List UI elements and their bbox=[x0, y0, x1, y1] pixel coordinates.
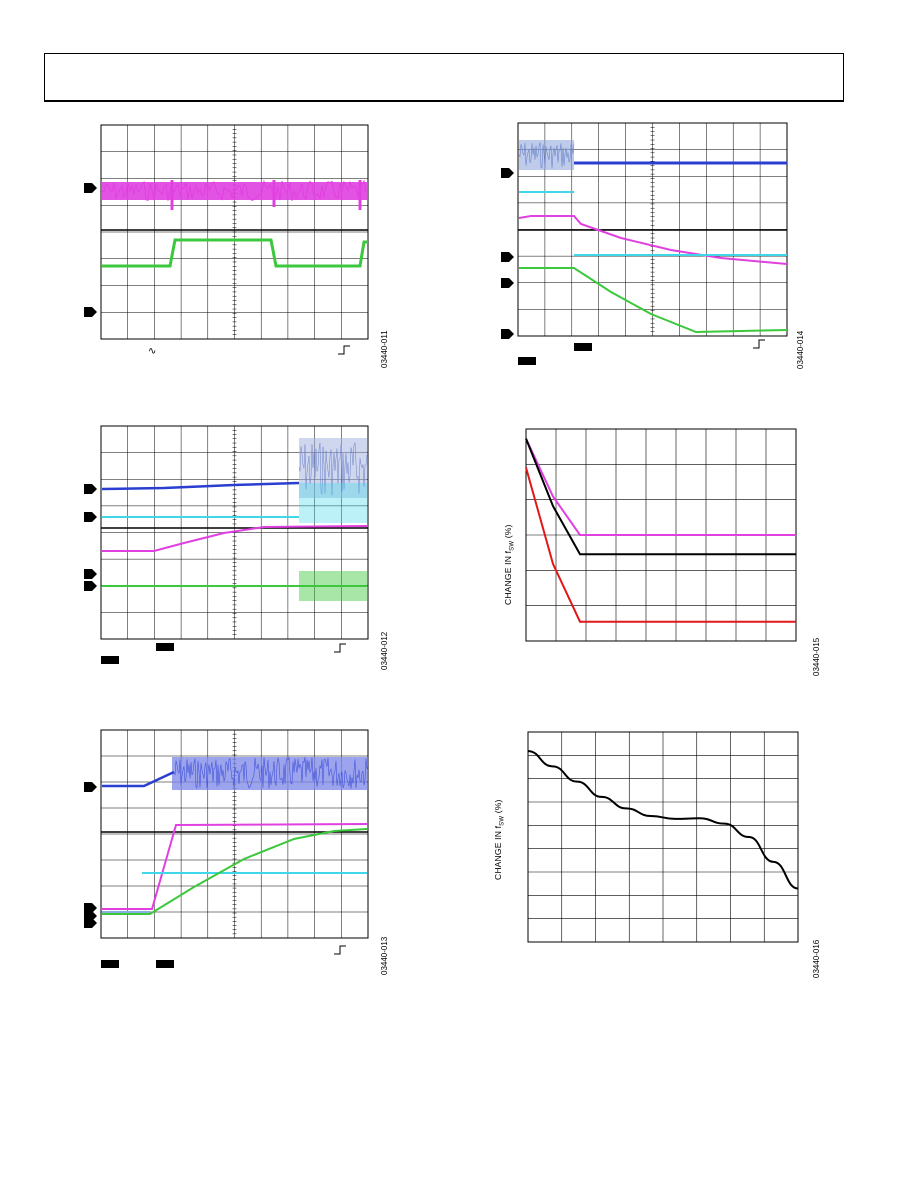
scope-4-svg bbox=[84, 729, 369, 968]
graph-2-svg bbox=[527, 731, 799, 943]
scope-1-svg: ∿ bbox=[84, 124, 369, 357]
graph-2-ylabel-unit: (%) bbox=[493, 799, 503, 816]
graph-2-ylabel-main: CHANGE IN f bbox=[493, 825, 503, 880]
scope-2-blue-noise bbox=[518, 142, 575, 169]
scope-3-label-box-2 bbox=[101, 656, 119, 664]
scope-3-svg bbox=[84, 425, 369, 664]
scope-1-magenta-noise bbox=[101, 179, 367, 202]
scope-4-label-box-2 bbox=[156, 960, 174, 968]
scope-3-trigger-icon bbox=[334, 643, 346, 653]
scope-3-label-box-1 bbox=[156, 643, 174, 651]
figure-id-scope-3: 03440-012 bbox=[380, 631, 389, 670]
scope-3-magenta-trace bbox=[102, 525, 368, 552]
scope-2-trigger-icon bbox=[753, 339, 765, 349]
scope-2-svg bbox=[501, 122, 788, 365]
graph-1-svg bbox=[525, 428, 797, 642]
scope-1-ch-marker bbox=[84, 183, 97, 193]
scope-2-label-box-2 bbox=[518, 357, 536, 365]
freq-change-graph-2 bbox=[527, 731, 802, 946]
scope-1-ac-symbol: ∿ bbox=[148, 346, 156, 357]
graph-1-ylabel-unit: (%) bbox=[503, 524, 513, 541]
freq-change-graph-1 bbox=[525, 428, 800, 643]
scope-3-cyan-noise-region bbox=[299, 483, 367, 523]
scope-3-ch2-marker bbox=[84, 512, 97, 522]
scope-2-magenta-trace bbox=[518, 215, 788, 265]
graph-1-y-axis-label: CHANGE IN fSW (%) bbox=[503, 524, 516, 605]
scope-3-ch4-marker bbox=[84, 581, 97, 591]
scope-2-ch3-marker bbox=[501, 278, 514, 288]
graph-1-series-1-line bbox=[525, 438, 796, 536]
scope-3-ch1-marker bbox=[84, 484, 97, 494]
scope-3-blue-noise bbox=[298, 442, 368, 496]
scope-1-ref-marker bbox=[84, 307, 97, 317]
graph-1-series-2-line bbox=[525, 438, 796, 556]
scope-2-ch4-marker bbox=[501, 329, 514, 339]
scope-4-ch4-marker bbox=[84, 918, 97, 928]
scope-4-blue-trace bbox=[102, 770, 175, 788]
graph-2-y-axis-label: CHANGE IN fSW (%) bbox=[493, 799, 506, 880]
figure-id-graph-2: 03440-016 bbox=[812, 939, 821, 978]
figure-id-scope-2: 03440-014 bbox=[796, 330, 805, 369]
graph-1-ylabel-sub: SW bbox=[509, 540, 516, 551]
graph-1-ylabel-main: CHANGE IN f bbox=[503, 550, 513, 605]
scope-4-ch1-marker bbox=[84, 782, 97, 792]
scope-4-green-trace bbox=[102, 828, 368, 915]
page-header-box bbox=[44, 53, 844, 102]
scope-2-ch1-marker bbox=[501, 168, 514, 178]
graph-2-ylabel-sub: SW bbox=[499, 815, 506, 826]
scope-2-ch2-marker bbox=[501, 252, 514, 262]
graph-1-series-3-line bbox=[525, 467, 796, 623]
scope-4-trigger-icon bbox=[334, 945, 346, 955]
scope-4-blue-noise bbox=[173, 756, 368, 789]
figure-id-scope-1: 03440-011 bbox=[380, 330, 389, 368]
scope-1-green-trace bbox=[102, 238, 368, 268]
scope-4-magenta-trace bbox=[102, 823, 368, 910]
scope-1-trigger-icon bbox=[338, 345, 350, 355]
scope-4-ch2-marker bbox=[84, 903, 97, 913]
scope-3-ch3-marker bbox=[84, 569, 97, 579]
scope-4-label-box-1 bbox=[101, 960, 119, 968]
scope-capture-bottom-left bbox=[84, 727, 384, 972]
scope-capture-top-left: ∿ bbox=[84, 122, 384, 372]
graph-2-series-1-line bbox=[527, 750, 799, 890]
scope-2-label-box-1 bbox=[574, 343, 592, 351]
figure-id-graph-1: 03440-015 bbox=[812, 637, 821, 676]
scope-2-green-trace bbox=[519, 267, 788, 334]
scope-3-blue-trace bbox=[101, 481, 300, 491]
scope-capture-top-right bbox=[501, 120, 801, 370]
scope-capture-middle-left bbox=[84, 423, 384, 668]
figure-id-scope-4: 03440-013 bbox=[380, 936, 389, 975]
